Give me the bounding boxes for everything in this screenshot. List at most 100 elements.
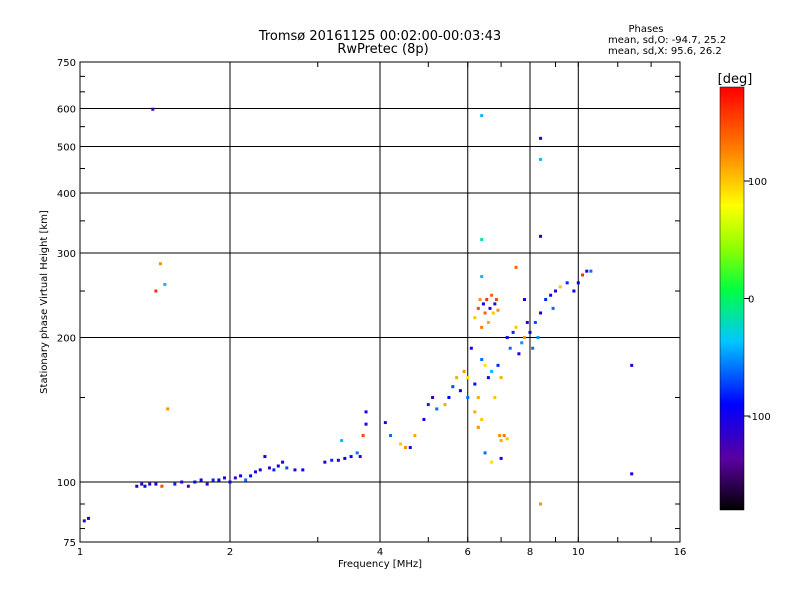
data-point bbox=[630, 472, 634, 476]
data-point bbox=[469, 346, 473, 350]
data-point bbox=[483, 311, 487, 315]
data-point bbox=[483, 451, 487, 455]
data-point bbox=[272, 468, 276, 472]
stats-line-x: mean, sd,X: 95.6, 26.2 bbox=[608, 46, 722, 57]
data-point bbox=[193, 480, 197, 484]
y-tick-label: 400 bbox=[57, 189, 76, 200]
x-tick-labels: 1 2 4 6 8 10 16 bbox=[77, 547, 687, 558]
data-point bbox=[135, 484, 139, 488]
y-tick-label: 500 bbox=[57, 143, 76, 154]
x-tick-label: 8 bbox=[527, 547, 533, 558]
data-point bbox=[293, 468, 297, 472]
data-point bbox=[476, 306, 480, 310]
data-point bbox=[520, 341, 524, 345]
data-point bbox=[323, 460, 327, 464]
data-point bbox=[383, 421, 387, 425]
data-point bbox=[408, 446, 412, 450]
x-tick-label: 4 bbox=[377, 547, 383, 558]
data-point bbox=[364, 410, 368, 414]
data-point bbox=[458, 389, 462, 393]
data-point bbox=[514, 265, 518, 269]
data-point bbox=[466, 376, 470, 380]
data-point bbox=[249, 474, 253, 478]
data-point bbox=[558, 285, 562, 289]
data-point bbox=[82, 519, 86, 523]
data-point bbox=[581, 273, 585, 277]
data-point bbox=[565, 281, 569, 285]
data-point bbox=[263, 455, 267, 459]
data-point bbox=[158, 262, 162, 266]
data-point bbox=[205, 482, 209, 486]
data-point bbox=[343, 456, 347, 460]
colorbar-ticks: 100 0 -100 bbox=[744, 177, 771, 423]
data-point bbox=[154, 289, 158, 293]
data-point bbox=[148, 482, 152, 486]
data-point bbox=[494, 298, 498, 302]
data-point bbox=[233, 476, 237, 480]
data-point bbox=[498, 434, 502, 438]
data-point bbox=[349, 455, 353, 459]
y-tick-label: 600 bbox=[57, 105, 76, 116]
data-point bbox=[451, 385, 455, 389]
data-point bbox=[403, 446, 407, 450]
data-point bbox=[514, 325, 518, 329]
x-tick-label: 2 bbox=[227, 547, 233, 558]
data-point bbox=[239, 474, 243, 478]
data-point bbox=[585, 269, 589, 273]
data-points bbox=[82, 107, 634, 523]
chart-subtitle: RwPretec (8p) bbox=[337, 42, 428, 57]
data-point bbox=[199, 478, 203, 482]
data-point bbox=[517, 352, 521, 356]
data-point bbox=[485, 298, 489, 302]
data-point bbox=[301, 468, 305, 472]
x-tick-label: 1 bbox=[77, 547, 83, 558]
data-point bbox=[173, 482, 177, 486]
data-point bbox=[539, 311, 543, 315]
colorbar bbox=[719, 86, 745, 511]
data-point bbox=[481, 302, 485, 306]
data-point bbox=[422, 417, 426, 421]
colorbar-label: [deg] bbox=[718, 72, 753, 87]
data-point bbox=[217, 478, 221, 482]
data-point bbox=[447, 396, 451, 400]
data-point bbox=[473, 382, 477, 386]
data-point bbox=[539, 157, 543, 161]
data-point bbox=[480, 417, 484, 421]
data-point bbox=[340, 439, 344, 443]
data-point bbox=[493, 396, 497, 400]
data-point bbox=[505, 437, 509, 441]
colorbar-tick-label: 100 bbox=[748, 177, 767, 188]
data-point bbox=[499, 439, 503, 443]
data-point bbox=[478, 298, 482, 302]
data-point bbox=[244, 478, 248, 482]
data-point bbox=[186, 484, 190, 488]
colorbar-tick-label: -100 bbox=[748, 412, 771, 423]
data-point bbox=[413, 434, 417, 438]
data-point bbox=[502, 434, 506, 438]
x-tick-label: 16 bbox=[674, 547, 687, 558]
data-point bbox=[473, 316, 477, 320]
data-point bbox=[491, 311, 495, 315]
data-point bbox=[553, 289, 557, 293]
data-point bbox=[536, 336, 540, 340]
data-point bbox=[490, 460, 494, 464]
data-point bbox=[480, 357, 484, 361]
data-point bbox=[505, 336, 509, 340]
y-tick-label: 200 bbox=[57, 334, 76, 345]
data-point bbox=[426, 403, 430, 407]
axis-ticks bbox=[79, 61, 681, 542]
data-point bbox=[523, 298, 527, 302]
x-tick-label: 6 bbox=[465, 547, 471, 558]
y-tick-label: 100 bbox=[57, 478, 76, 489]
data-point bbox=[154, 482, 158, 486]
data-point bbox=[480, 114, 484, 118]
data-point bbox=[533, 320, 537, 324]
y-tick-labels: 75 100 200 300 400 500 600 750 bbox=[57, 58, 76, 549]
data-point bbox=[462, 369, 466, 373]
data-point bbox=[285, 466, 289, 470]
stats-heading: Phases bbox=[628, 24, 663, 35]
data-point bbox=[480, 325, 484, 329]
data-point bbox=[431, 396, 435, 400]
data-point bbox=[539, 234, 543, 238]
